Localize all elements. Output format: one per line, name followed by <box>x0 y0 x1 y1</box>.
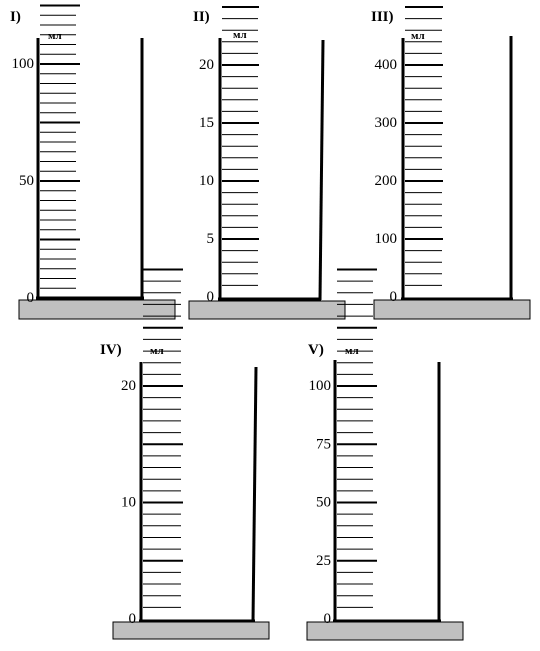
scale-label: 0 <box>207 289 215 305</box>
cylinder-3-unit: мл <box>411 30 425 42</box>
scale-label: 200 <box>375 173 398 189</box>
scale-label: 50 <box>19 173 34 189</box>
scale-label: 0 <box>324 611 332 627</box>
scale-label: 0 <box>390 289 398 305</box>
cylinder-2-stand <box>188 300 346 320</box>
scale-label: 75 <box>316 436 331 452</box>
cylinder-3-stand <box>373 299 531 320</box>
scale-label: 100 <box>12 56 35 72</box>
scale-label: 0 <box>129 611 137 627</box>
cylinder-1-stand <box>18 299 176 320</box>
cylinder-2-scale: 0 5 10 15 20 <box>199 6 259 305</box>
scale-label: 0 <box>27 290 35 306</box>
scale-label: 100 <box>375 231 398 247</box>
cylinder-4-stand <box>112 621 270 640</box>
cylinder-3-scale: 0 100 200 300 400 <box>375 6 443 305</box>
cylinder-4-right-wall <box>251 366 258 623</box>
cylinder-3-label: III) <box>371 9 394 25</box>
cylinder-5-label: V) <box>308 342 324 358</box>
scale-label: 20 <box>121 378 136 394</box>
cylinder-1-unit: мл <box>48 30 62 42</box>
cylinder-1-scale: 0 50 100 <box>12 4 80 306</box>
scale-label: 20 <box>199 57 214 73</box>
cylinder-2-right-wall <box>318 39 325 301</box>
cylinder-4-label: IV) <box>100 342 122 358</box>
cylinder-2-unit: мл <box>233 29 247 41</box>
cylinder-1-label: I) <box>10 9 21 25</box>
cylinder-5-scale: 0 25 50 75 100 <box>309 268 377 627</box>
scale-label: 25 <box>316 553 331 569</box>
scale-label: 50 <box>316 495 331 511</box>
scale-label: 100 <box>309 378 332 394</box>
scale-label: 400 <box>375 57 398 73</box>
cylinder-2-label: II) <box>193 9 210 25</box>
scale-label: 10 <box>199 173 214 189</box>
scale-label: 10 <box>121 495 136 511</box>
scale-label: 300 <box>375 115 398 131</box>
scale-label: 15 <box>199 115 214 131</box>
cylinder-4-scale: 0 10 20 <box>121 268 183 627</box>
scale-label: 5 <box>207 231 215 247</box>
cylinder-3: III) мл 0 100 200 300 400 <box>371 6 531 320</box>
cylinder-1: I) мл 0 50 100 <box>10 4 176 320</box>
cylinder-2: II) мл 0 5 10 15 20 <box>188 6 346 320</box>
